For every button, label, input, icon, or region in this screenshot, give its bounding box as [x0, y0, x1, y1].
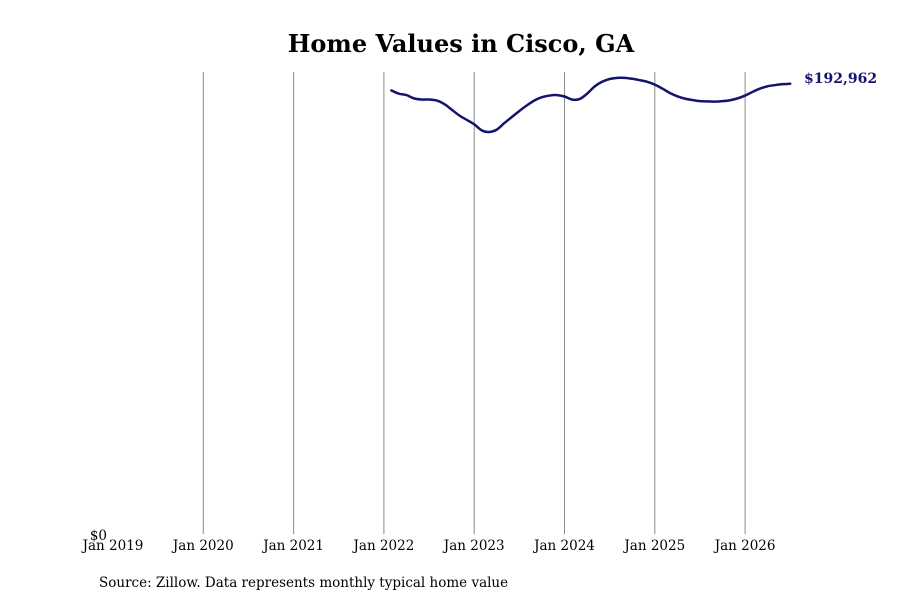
data-point: [752, 91, 754, 93]
data-point: [466, 119, 468, 121]
data-point: [436, 99, 438, 101]
data-point: [601, 81, 603, 83]
data-point: [767, 85, 769, 87]
data-point: [526, 104, 528, 106]
data-point: [699, 100, 701, 102]
data-point: [609, 78, 611, 80]
data-point: [729, 99, 731, 101]
data-point: [616, 77, 618, 79]
data-point: [646, 81, 648, 83]
data-point: [548, 95, 550, 97]
data-point: [789, 83, 791, 85]
data-point: [473, 123, 475, 125]
data-point: [691, 99, 693, 101]
data-point: [518, 110, 520, 112]
data-point: [541, 96, 543, 98]
x-tick-label: Jan 2023: [442, 538, 505, 554]
data-point: [533, 99, 535, 101]
data-point: [443, 103, 445, 105]
data-point: [428, 99, 430, 101]
data-point: [774, 84, 776, 86]
data-point: [564, 96, 566, 98]
x-tick-label: Jan 2019: [81, 538, 144, 554]
x-tick-label: Jan 2024: [532, 538, 595, 554]
axis-tick-labels: Jan 2019 Jan 2020 Jan 2021 Jan 2022 Jan 2023…: [81, 528, 776, 554]
y-tick-label: $0: [90, 528, 107, 544]
data-point: [759, 88, 761, 90]
home-value-line: [390, 76, 792, 134]
data-point: [405, 94, 407, 96]
end-value-label: $192,962: [804, 71, 877, 87]
series-layer: [390, 76, 792, 134]
x-tick-label: Jan 2025: [622, 538, 685, 554]
data-point: [496, 129, 498, 131]
data-point: [481, 129, 483, 131]
data-point: [458, 114, 460, 116]
data-point: [631, 78, 633, 80]
data-point: [511, 116, 513, 118]
data-point: [556, 94, 558, 96]
data-point: [398, 93, 400, 95]
data-point: [661, 88, 663, 90]
data-point: [579, 98, 581, 100]
data-point: [722, 100, 724, 102]
data-point: [571, 99, 573, 101]
data-point: [390, 89, 392, 91]
x-tick-label: Jan 2020: [171, 538, 234, 554]
data-point: [706, 100, 708, 102]
x-tick-label: Jan 2022: [351, 538, 414, 554]
source-note: Source: Zillow. Data represents monthly …: [99, 575, 508, 591]
x-tick-label: Jan 2021: [261, 538, 324, 554]
data-point: [744, 95, 746, 97]
data-point: [782, 83, 784, 85]
data-point: [684, 98, 686, 100]
gridlines: [202, 72, 746, 534]
data-point: [639, 79, 641, 81]
data-point: [624, 77, 626, 79]
data-point: [714, 101, 716, 103]
data-point: [503, 122, 505, 124]
data-point: [654, 84, 656, 86]
x-tick-label: Jan 2026: [713, 538, 776, 554]
data-point: [669, 92, 671, 94]
data-point: [737, 97, 739, 99]
data-point: [413, 97, 415, 99]
data-point: [488, 131, 490, 133]
data-point: [676, 95, 678, 97]
chart-title: Home Values in Cisco, GA: [288, 29, 635, 58]
data-point: [594, 85, 596, 87]
data-point: [586, 93, 588, 95]
data-point: [451, 109, 453, 111]
data-point: [421, 99, 423, 101]
